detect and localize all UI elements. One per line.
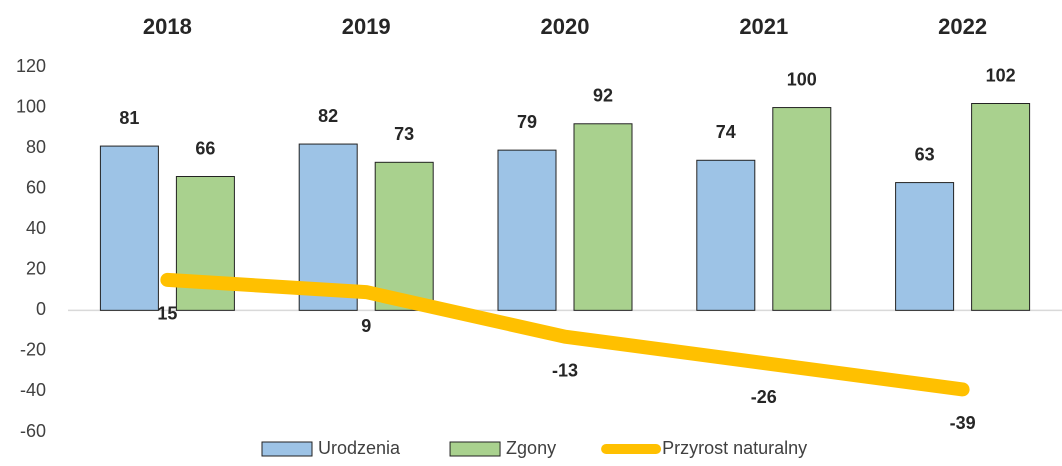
y-tick-label: -20 [20, 340, 46, 360]
bar [772, 107, 832, 311]
bar [573, 123, 633, 311]
category-label: 2020 [541, 14, 590, 39]
y-tick-label: 120 [16, 56, 46, 76]
y-tick-label: -40 [20, 380, 46, 400]
bar [696, 159, 756, 311]
y-tick-label: 20 [26, 259, 46, 279]
data-label: 74 [716, 122, 736, 142]
bar [497, 149, 557, 311]
category-label: 2021 [739, 14, 788, 39]
bar [895, 182, 955, 311]
data-label: -13 [552, 360, 578, 380]
y-tick-label: 40 [26, 218, 46, 238]
data-label: 63 [915, 144, 935, 164]
legend-label: Zgony [506, 438, 556, 458]
data-label: 66 [195, 138, 215, 158]
category-label: 2018 [143, 14, 192, 39]
data-label: 92 [593, 86, 613, 106]
legend-swatch [449, 441, 501, 457]
y-tick-label: 0 [36, 299, 46, 319]
y-tick-label: 60 [26, 177, 46, 197]
bar [374, 161, 434, 311]
legend-swatch [261, 441, 313, 457]
data-label: -39 [950, 413, 976, 433]
bar [99, 145, 159, 311]
bar [971, 103, 1031, 311]
data-label: 82 [318, 106, 338, 126]
y-tick-label: -60 [20, 421, 46, 441]
category-label: 2019 [342, 14, 391, 39]
data-label: 79 [517, 112, 537, 132]
data-label: 81 [119, 108, 139, 128]
data-label: 15 [157, 304, 177, 324]
data-label: 9 [361, 316, 371, 336]
data-label: 73 [394, 124, 414, 144]
data-label: 102 [986, 65, 1016, 85]
y-tick-label: 100 [16, 96, 46, 116]
line [160, 272, 970, 397]
legend-label: Przyrost naturalny [662, 438, 807, 458]
category-label: 2022 [938, 14, 987, 39]
legend-label: Urodzenia [318, 438, 401, 458]
data-label: -26 [751, 387, 777, 407]
data-label: 100 [787, 69, 817, 89]
y-tick-label: 80 [26, 137, 46, 157]
